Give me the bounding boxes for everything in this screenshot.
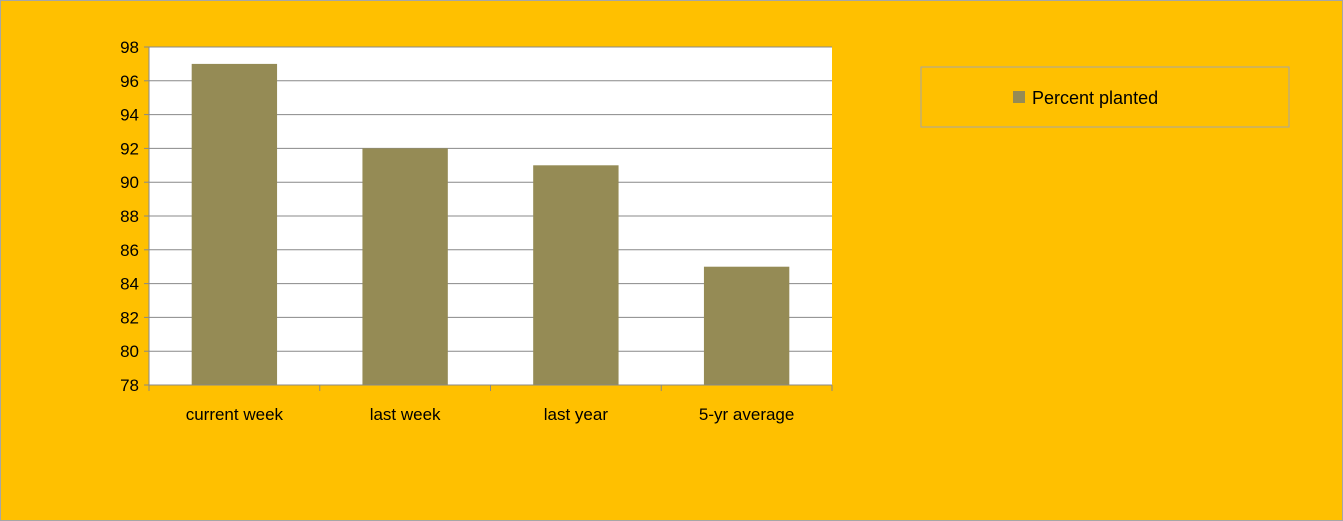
bar-5-yr-average bbox=[703, 266, 790, 385]
y-tick-label: 94 bbox=[120, 106, 139, 125]
x-tick-label: 5-yr average bbox=[699, 405, 794, 424]
y-tick-label: 90 bbox=[120, 173, 139, 192]
y-tick-label: 78 bbox=[120, 376, 139, 395]
bar-current-week bbox=[191, 63, 278, 386]
legend-label-percent-planted: Percent planted bbox=[1032, 88, 1158, 108]
y-tick-label: 92 bbox=[120, 139, 139, 158]
y-tick-label: 88 bbox=[120, 207, 139, 226]
y-tick-label: 96 bbox=[120, 72, 139, 91]
x-tick-label: current week bbox=[186, 405, 284, 424]
y-tick-label: 80 bbox=[120, 342, 139, 361]
y-tick-label: 86 bbox=[120, 241, 139, 260]
y-tick-label: 84 bbox=[120, 275, 139, 294]
x-tick-labels: current week last week last year 5-yr avera… bbox=[186, 405, 795, 424]
y-tick-label: 98 bbox=[120, 38, 139, 57]
axes bbox=[144, 46, 833, 391]
x-tick-label: last year bbox=[544, 405, 609, 424]
legend: Percent planted bbox=[920, 66, 1290, 128]
legend-swatch bbox=[1013, 91, 1025, 103]
x-tick-label: last week bbox=[370, 405, 441, 424]
bars bbox=[191, 63, 790, 386]
bar-last-week bbox=[362, 148, 448, 385]
bar-last-year bbox=[533, 165, 619, 385]
y-tick-label: 82 bbox=[120, 308, 139, 327]
legend-box bbox=[920, 66, 1290, 128]
y-tick-labels: 78 80 82 84 86 88 90 92 94 96 98 bbox=[120, 38, 139, 395]
